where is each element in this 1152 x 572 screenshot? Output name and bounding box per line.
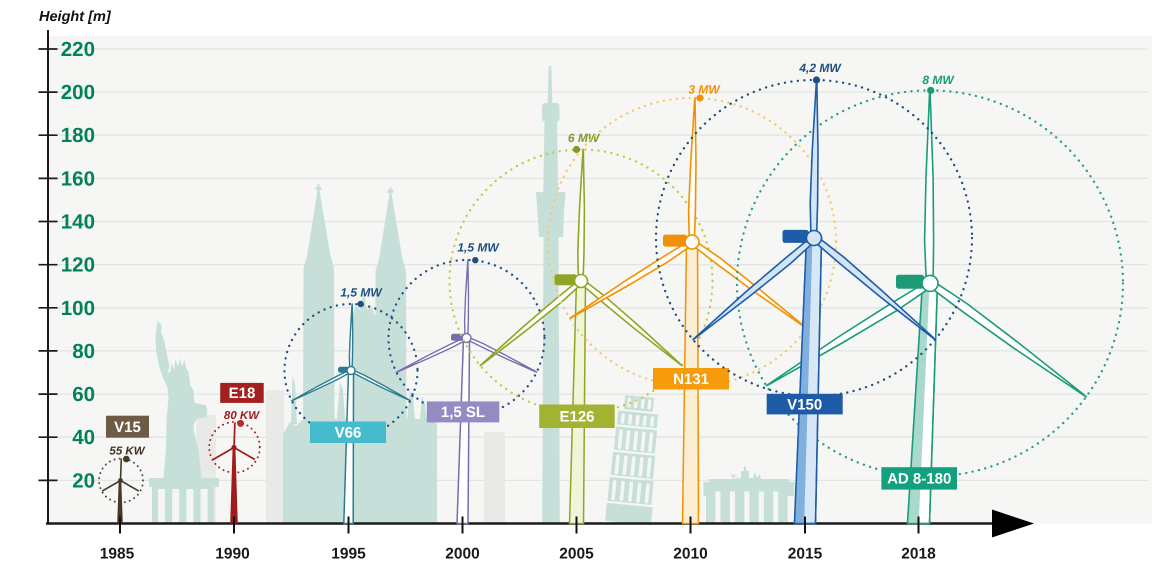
svg-text:100: 100	[61, 297, 95, 320]
svg-text:1,5 MW: 1,5 MW	[340, 286, 383, 300]
svg-text:200: 200	[61, 81, 95, 104]
svg-text:40: 40	[72, 426, 95, 449]
svg-text:1,5 MW: 1,5 MW	[457, 241, 500, 255]
svg-text:8 MW: 8 MW	[922, 73, 955, 87]
svg-text:140: 140	[61, 211, 95, 234]
svg-text:4,2 MW: 4,2 MW	[798, 61, 842, 75]
svg-text:E126: E126	[559, 409, 594, 426]
svg-text:20: 20	[72, 469, 95, 492]
svg-text:V15: V15	[114, 419, 141, 436]
svg-text:V150: V150	[787, 396, 822, 413]
svg-text:55 KW: 55 KW	[109, 446, 145, 458]
svg-text:1990: 1990	[215, 546, 249, 563]
svg-text:1985: 1985	[100, 546, 135, 563]
svg-text:6 MW: 6 MW	[568, 131, 601, 145]
svg-text:N131: N131	[673, 371, 709, 388]
svg-text:V66: V66	[335, 425, 362, 442]
svg-text:2005: 2005	[559, 546, 594, 563]
svg-text:2010: 2010	[673, 546, 707, 563]
svg-text:60: 60	[72, 383, 95, 406]
svg-text:80: 80	[72, 340, 95, 363]
svg-text:160: 160	[61, 167, 95, 190]
svg-text:2000: 2000	[445, 546, 479, 563]
svg-text:180: 180	[61, 124, 95, 147]
svg-text:2018: 2018	[901, 546, 936, 563]
svg-text:Height [m]: Height [m]	[39, 9, 112, 25]
svg-text:2015: 2015	[788, 546, 823, 563]
svg-text:120: 120	[61, 254, 95, 277]
svg-text:AD 8-180: AD 8-180	[887, 471, 951, 488]
svg-text:220: 220	[61, 38, 95, 61]
svg-text:80 KW: 80 KW	[224, 410, 260, 422]
svg-text:1,5 SL: 1,5 SL	[441, 404, 485, 421]
svg-text:E18: E18	[229, 385, 256, 402]
svg-text:1995: 1995	[331, 546, 366, 563]
svg-text:3 MW: 3 MW	[688, 83, 721, 97]
